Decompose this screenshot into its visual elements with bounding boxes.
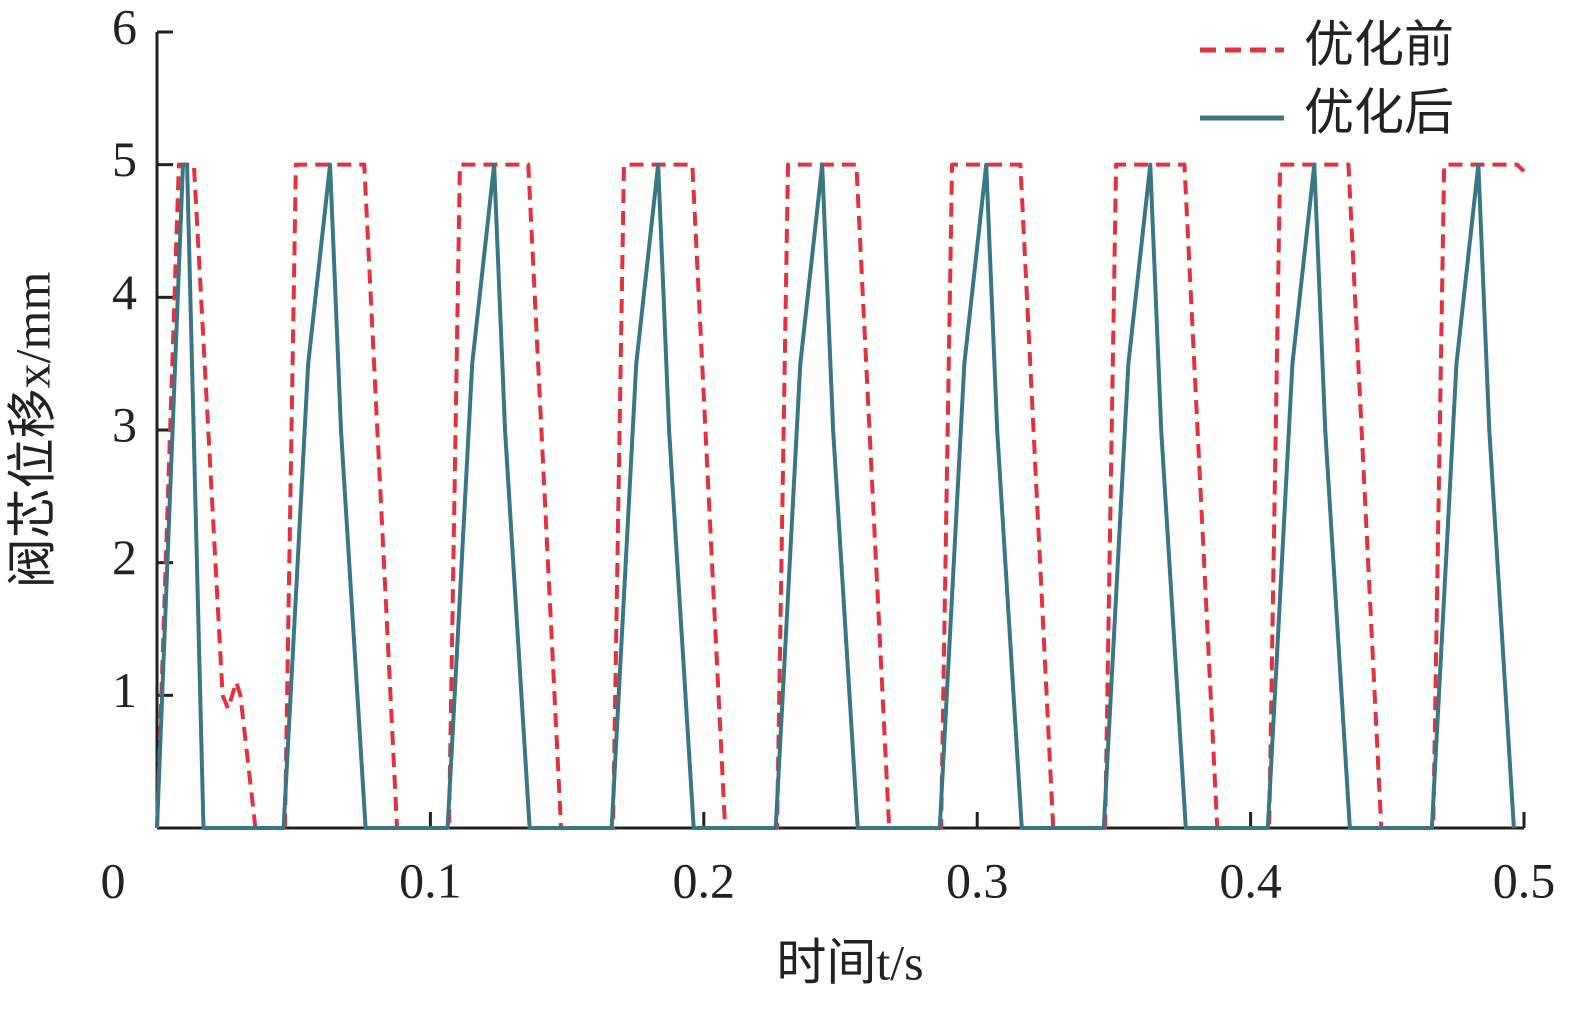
y-tick-label: 4 [112,264,137,320]
y-tick-label: 6 [112,0,137,54]
x-tick-label: 0.4 [1219,852,1282,908]
y-tick-label: 2 [112,529,137,585]
x-tick-label: 0 [101,852,126,908]
legend-label: 优化后 [1304,84,1454,140]
x-tick-label: 0.5 [1493,852,1556,908]
y-tick-label: 3 [112,396,137,452]
legend-label: 优化前 [1304,16,1454,72]
x-tick-label: 0.2 [673,852,736,908]
x-tick-label: 0.1 [399,852,462,908]
y-tick-label: 5 [112,131,137,187]
x-tick-label: 0.3 [946,852,1009,908]
series-line [155,162,1516,830]
y-tick-label: 1 [112,662,137,718]
y-axis-label: 阀芯位移x/mm [4,272,60,589]
x-axis-label: 时间t/s [776,934,923,990]
